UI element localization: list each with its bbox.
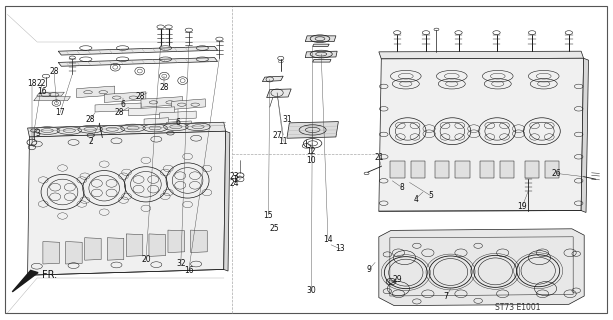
Polygon shape	[58, 46, 218, 55]
Polygon shape	[191, 230, 207, 252]
Polygon shape	[107, 238, 124, 260]
Text: 19: 19	[517, 202, 527, 211]
Text: 3: 3	[36, 129, 40, 138]
Text: 31: 31	[282, 115, 292, 124]
Text: 20: 20	[141, 255, 151, 264]
Text: 23: 23	[230, 172, 240, 181]
Polygon shape	[95, 103, 141, 112]
Polygon shape	[34, 97, 70, 101]
Polygon shape	[66, 242, 82, 264]
Text: 17: 17	[55, 108, 65, 117]
Text: 21: 21	[374, 153, 384, 162]
Polygon shape	[305, 51, 337, 58]
Polygon shape	[379, 58, 584, 211]
Text: 27: 27	[272, 131, 282, 140]
Text: 28: 28	[49, 67, 59, 76]
Text: 10: 10	[306, 156, 316, 165]
Polygon shape	[85, 238, 101, 260]
Polygon shape	[129, 107, 175, 116]
Text: 28: 28	[115, 108, 124, 117]
Polygon shape	[305, 36, 336, 42]
Text: 25: 25	[270, 224, 280, 233]
Polygon shape	[411, 161, 425, 178]
Polygon shape	[287, 122, 338, 138]
Polygon shape	[77, 86, 115, 98]
Text: 28: 28	[159, 83, 169, 92]
Polygon shape	[379, 229, 584, 306]
Text: 12: 12	[306, 147, 316, 156]
Polygon shape	[28, 122, 226, 137]
Polygon shape	[224, 131, 230, 271]
Text: 11: 11	[278, 137, 288, 146]
Text: 8: 8	[399, 183, 404, 192]
Text: 24: 24	[230, 179, 240, 188]
Polygon shape	[581, 58, 588, 212]
Polygon shape	[159, 111, 196, 120]
Polygon shape	[43, 242, 59, 264]
Polygon shape	[313, 44, 329, 46]
Polygon shape	[455, 161, 470, 178]
Polygon shape	[390, 161, 405, 178]
Text: 16: 16	[37, 87, 47, 96]
Polygon shape	[379, 51, 584, 59]
Text: 15: 15	[264, 211, 273, 220]
Text: 28: 28	[86, 115, 96, 124]
Text: 1: 1	[232, 175, 237, 184]
Text: 32: 32	[176, 259, 186, 268]
Polygon shape	[267, 89, 291, 98]
Polygon shape	[149, 234, 166, 256]
Text: 26: 26	[552, 169, 562, 178]
Text: 22: 22	[37, 79, 47, 88]
Polygon shape	[144, 118, 169, 125]
Text: 6: 6	[120, 100, 125, 109]
Polygon shape	[126, 234, 143, 256]
Polygon shape	[28, 131, 226, 275]
Polygon shape	[167, 121, 191, 128]
Polygon shape	[500, 161, 514, 178]
Text: 29: 29	[392, 275, 402, 284]
Polygon shape	[172, 99, 205, 109]
Text: 16: 16	[184, 266, 194, 275]
Polygon shape	[168, 230, 185, 252]
Text: 14: 14	[323, 235, 333, 244]
Polygon shape	[435, 161, 449, 178]
Polygon shape	[104, 92, 146, 102]
Polygon shape	[480, 161, 494, 178]
Text: 4: 4	[413, 195, 418, 204]
Text: 18: 18	[27, 79, 37, 88]
Text: 30: 30	[306, 286, 316, 295]
Text: 2: 2	[88, 137, 93, 146]
Polygon shape	[58, 58, 218, 66]
Polygon shape	[37, 92, 64, 96]
Polygon shape	[545, 161, 559, 178]
Text: 9: 9	[367, 265, 371, 274]
Text: 13: 13	[335, 244, 345, 253]
Polygon shape	[141, 97, 183, 107]
Text: ST73 E1001: ST73 E1001	[495, 303, 541, 312]
Polygon shape	[184, 123, 207, 130]
Text: 7: 7	[444, 292, 449, 301]
Polygon shape	[12, 270, 38, 292]
Text: 6: 6	[175, 118, 180, 127]
Polygon shape	[525, 161, 539, 178]
Polygon shape	[262, 76, 283, 82]
Polygon shape	[313, 60, 331, 62]
Text: 5: 5	[428, 191, 433, 200]
Text: FR.: FR.	[42, 269, 57, 280]
Text: 28: 28	[135, 92, 145, 101]
